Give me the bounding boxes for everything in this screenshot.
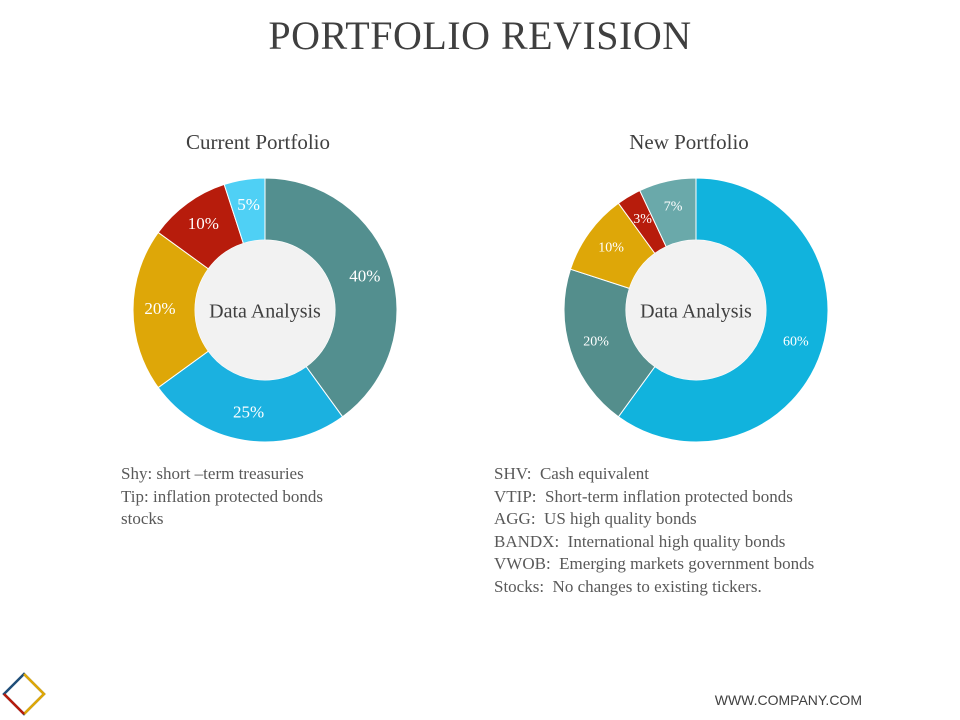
legend-line: Tip: inflation protected bonds — [121, 486, 323, 506]
slice-label: 20% — [583, 335, 609, 350]
slice-label: 25% — [233, 403, 264, 422]
legend-line: stocks — [121, 509, 164, 528]
donut-chart-new: 60% 20% 10% 3% 7% Data Analysis — [563, 177, 829, 443]
slice-label: 7% — [664, 200, 683, 215]
chart-title-new: New Portfolio — [629, 130, 749, 154]
legend-line: VWOB: Emerging markets government bonds — [494, 554, 815, 573]
slice-label: 10% — [188, 214, 219, 233]
footer-url: WWW.COMPANY.COM — [714, 692, 862, 708]
donut-slice — [639, 177, 697, 248]
legend-line: BANDX: International high quality bonds — [494, 531, 786, 551]
slice-label: 5% — [237, 195, 260, 214]
slice-label: 20% — [144, 299, 175, 318]
center-label: Data Analysis — [209, 301, 321, 323]
slice-label: 60% — [783, 335, 809, 350]
center-label: Data Analysis — [640, 301, 752, 323]
chart-title-current: Current Portfolio — [185, 130, 331, 154]
donut-chart-current: 40% 25% 20% 10% 5% Data Analysis — [132, 177, 398, 443]
legend-line: VTIP: Short-term inflation protected bon… — [494, 486, 793, 506]
legend-new: SHV: Cash equivalent VTIP: Short-term in… — [494, 463, 814, 598]
legend-line: SHV: Cash equivalent — [494, 464, 650, 483]
slice-label: 10% — [598, 241, 624, 256]
donut-hole — [195, 240, 335, 380]
page-title: PORTFOLIO REVISION — [268, 13, 692, 58]
slice-label: 40% — [349, 266, 380, 285]
company-logo-icon — [2, 672, 46, 716]
legend-line: Stocks: No changes to existing tickers. — [494, 576, 762, 596]
legend-line: AGG: US high quality bonds — [494, 509, 697, 528]
slice-label: 3% — [633, 212, 652, 227]
legend-current: Shy: short –term treasuries Tip: inflati… — [121, 463, 323, 531]
donut-slice — [617, 177, 829, 443]
donut-hole — [626, 240, 766, 380]
legend-line: Shy: short –term treasuries — [121, 464, 304, 483]
